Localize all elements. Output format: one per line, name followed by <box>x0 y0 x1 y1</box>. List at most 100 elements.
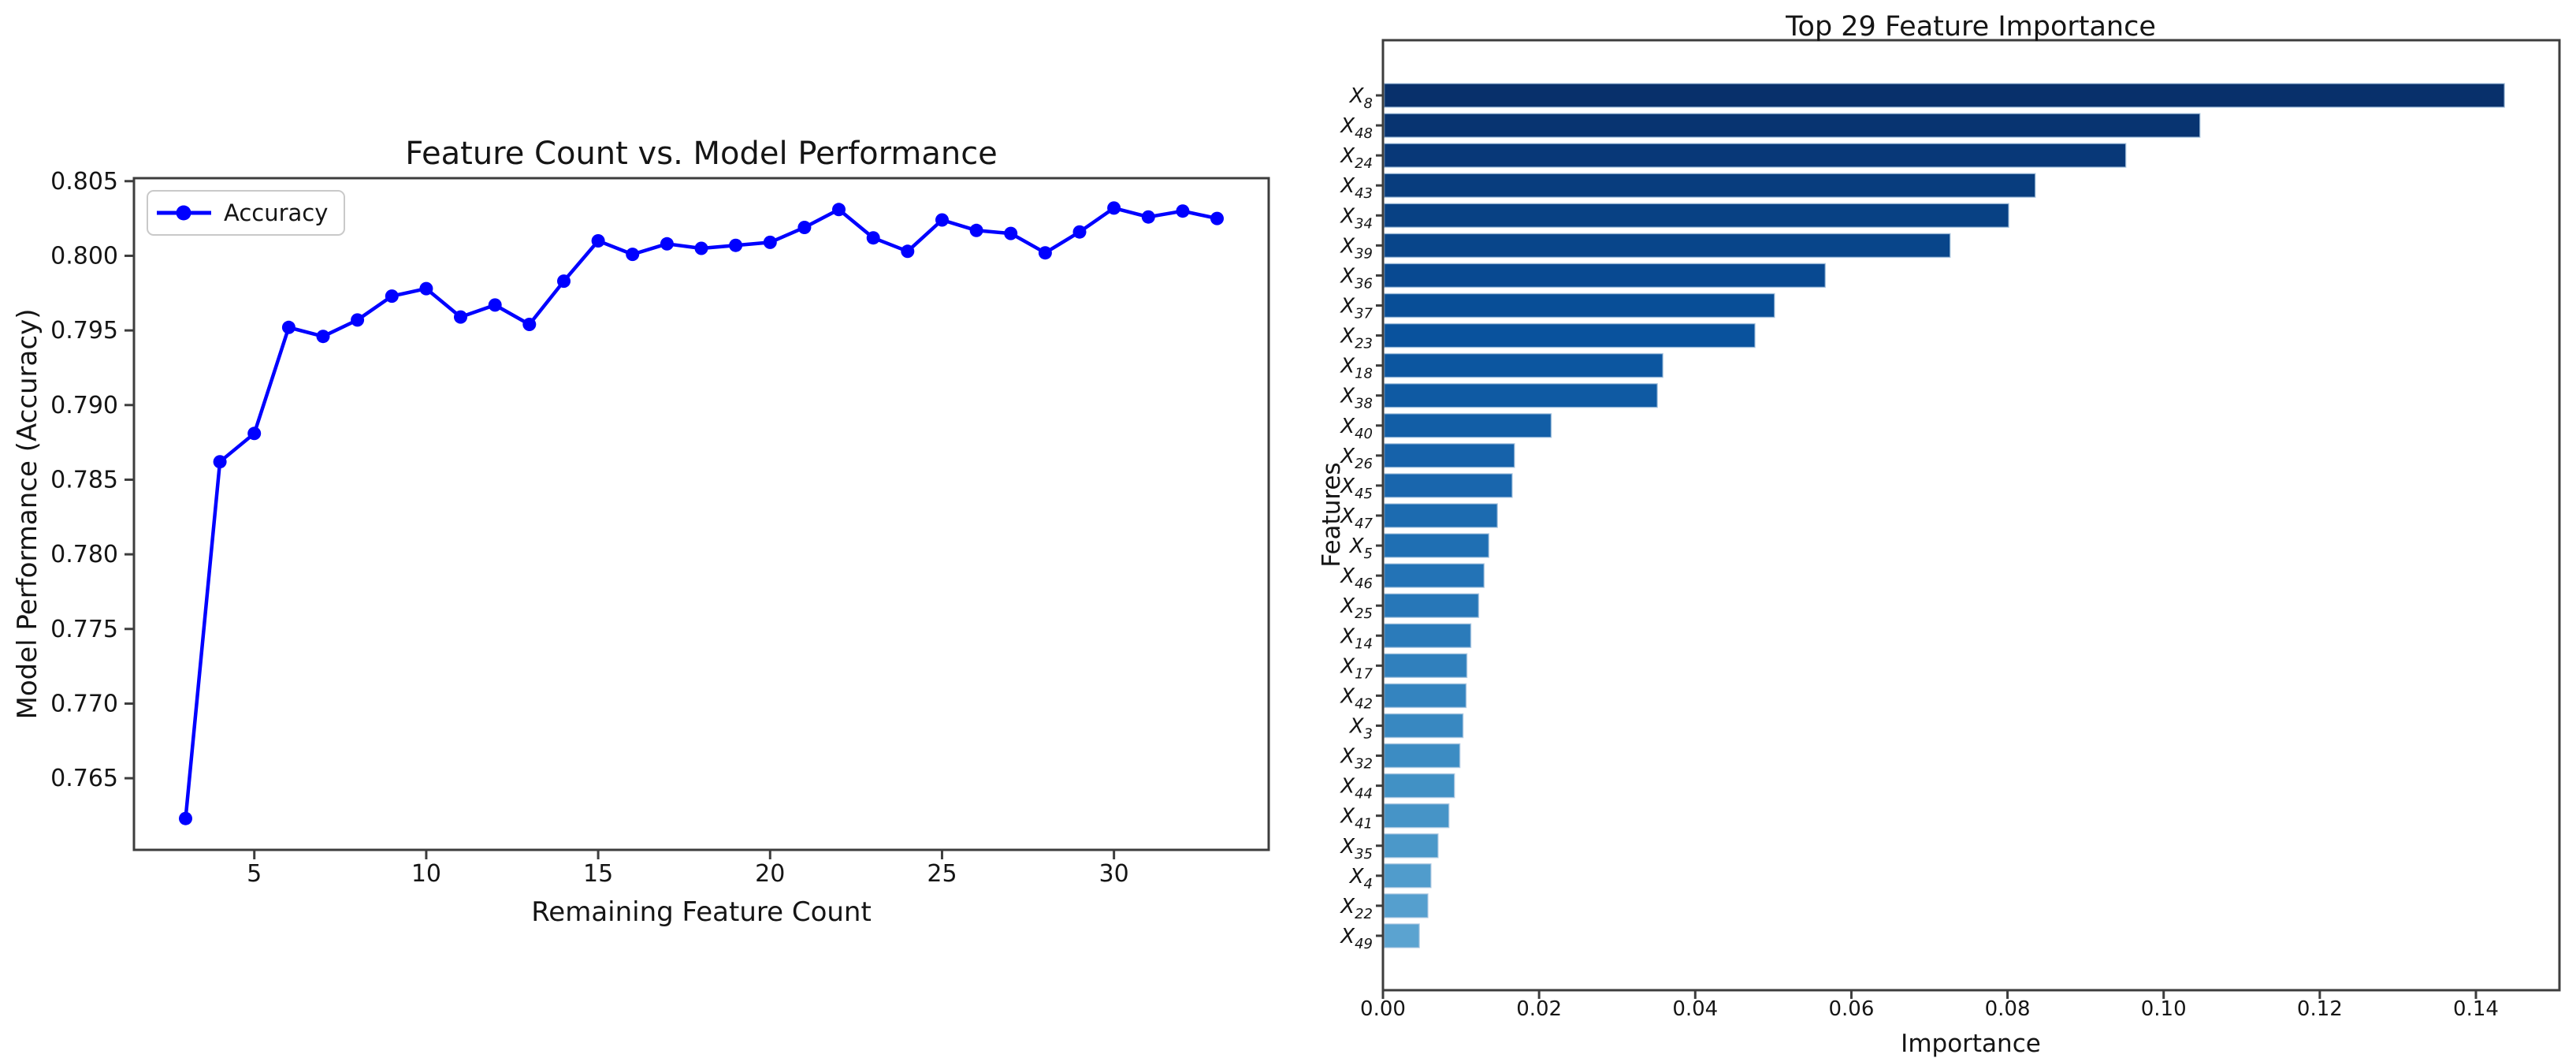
accuracy-point <box>660 237 674 251</box>
importance-bar <box>1383 503 1498 528</box>
feature-tick-label: X23 <box>1339 325 1373 352</box>
y-tick-label: 0.795 <box>50 317 118 345</box>
importance-bar <box>1383 113 2201 138</box>
accuracy-point <box>1072 225 1087 239</box>
x-tick-label: 0.12 <box>2297 997 2343 1021</box>
feature-tick-label: X18 <box>1339 355 1373 382</box>
importance-bar <box>1383 833 1439 859</box>
importance-bar <box>1383 203 2009 229</box>
importance-bar <box>1383 413 1552 438</box>
accuracy-point <box>1176 204 1190 218</box>
importance-bar <box>1383 352 1663 378</box>
importance-bar <box>1383 773 1455 799</box>
line-chart-figure: 5 10 15 20 25 30 0.765 0.770 0.775 0.780 0.785 0.79… <box>12 136 1270 928</box>
accuracy-point <box>901 244 915 259</box>
bar-chart-xaxis-label: Importance <box>1901 1030 2041 1058</box>
accuracy-point <box>213 455 227 469</box>
importance-bar <box>1383 83 2505 108</box>
x-tick-label: 0.00 <box>1360 997 1406 1021</box>
importance-bar <box>1383 292 1775 319</box>
accuracy-point <box>1210 211 1224 225</box>
x-tick-label: 0.08 <box>1985 997 2031 1021</box>
accuracy-point <box>591 234 605 248</box>
feature-tick-label: X24 <box>1339 144 1373 172</box>
line-chart-xaxis-label: Remaining Feature Count <box>531 896 872 928</box>
accuracy-point <box>1004 226 1018 240</box>
importance-bar <box>1383 563 1485 588</box>
x-tick-label: 0.06 <box>1828 997 1874 1021</box>
importance-bar <box>1383 683 1467 709</box>
x-tick-label: 0.04 <box>1672 997 1718 1021</box>
bar-chart-title: Top 29 Feature Importance <box>1785 11 2156 43</box>
feature-tick-label: X32 <box>1339 745 1373 773</box>
bar-chart-axes-box <box>1381 39 2561 992</box>
importance-bar <box>1383 533 1490 558</box>
line-chart-yaxis-label: Model Performance (Accuracy) <box>12 309 43 720</box>
accuracy-point <box>351 313 365 327</box>
importance-bar <box>1383 322 1756 348</box>
y-tick-label: 0.775 <box>50 616 118 643</box>
y-tick-label: 0.785 <box>50 466 118 494</box>
feature-tick-label: X42 <box>1339 684 1373 712</box>
x-tick-label: 30 <box>1099 860 1129 888</box>
y-tick-label: 0.765 <box>50 765 118 792</box>
x-tick-label: 15 <box>583 860 613 888</box>
legend: Accuracy <box>147 190 345 236</box>
importance-bar <box>1383 923 1420 948</box>
importance-bar <box>1383 593 1480 618</box>
feature-tick-label: X8 <box>1348 84 1373 112</box>
feature-tick-label: X22 <box>1339 895 1373 922</box>
x-tick-label: 25 <box>927 860 957 888</box>
feature-tick-label: X14 <box>1339 624 1373 652</box>
feature-tick-label: X40 <box>1339 415 1373 442</box>
bar-chart-yaxis-label: Features <box>1318 462 1346 567</box>
legend-label: Accuracy <box>224 199 328 226</box>
legend-box <box>147 190 345 236</box>
x-tick-label: 5 <box>247 860 262 888</box>
legend-marker-icon <box>176 205 191 221</box>
importance-bar <box>1383 803 1450 829</box>
y-tick-label: 0.790 <box>50 392 118 419</box>
importance-bar <box>1383 713 1464 739</box>
feature-tick-label: X5 <box>1348 535 1373 562</box>
accuracy-point <box>488 298 502 312</box>
accuracy-point <box>385 289 399 304</box>
accuracy-point <box>866 231 880 245</box>
accuracy-point <box>454 310 467 324</box>
accuracy-point <box>179 811 192 825</box>
bar-chart-figure: 0.00 0.02 0.04 0.06 0.08 0.10 0.12 0.14 X8X48X24… <box>1318 11 2561 1058</box>
feature-tick-label: X43 <box>1339 174 1373 202</box>
accuracy-point <box>281 320 296 334</box>
feature-tick-label: X49 <box>1339 925 1373 952</box>
importance-bar <box>1383 233 1951 259</box>
accuracy-point <box>763 235 777 249</box>
feature-tick-label: X35 <box>1339 835 1373 862</box>
y-tick-label: 0.800 <box>50 242 118 270</box>
importance-bar <box>1383 623 1472 649</box>
accuracy-line <box>184 206 1217 819</box>
accuracy-point <box>729 238 743 252</box>
feature-tick-label: X41 <box>1339 805 1373 833</box>
feature-tick-label: X48 <box>1339 114 1373 142</box>
importance-bar <box>1383 173 2036 198</box>
accuracy-point <box>1141 210 1155 224</box>
x-tick-label: 10 <box>411 860 441 888</box>
feature-tick-label: X37 <box>1339 294 1373 322</box>
importance-bar <box>1383 893 1429 918</box>
feature-tick-label: X38 <box>1339 385 1373 412</box>
importance-bar <box>1383 263 1827 289</box>
importance-bar <box>1383 473 1513 498</box>
line-chart-title: Feature Count vs. Model Performance <box>405 136 998 172</box>
line-chart-plot-content: 5 10 15 20 25 30 0.765 0.770 0.775 0.780 0.785 0.79… <box>50 168 1224 888</box>
accuracy-point <box>832 203 846 217</box>
x-tick-label: 0.10 <box>2141 997 2187 1021</box>
feature-tick-label: X17 <box>1339 654 1373 682</box>
accuracy-point <box>557 274 571 289</box>
accuracy-point <box>969 223 983 237</box>
accuracy-point <box>935 213 949 227</box>
y-tick-label: 0.805 <box>50 168 118 196</box>
accuracy-point <box>797 221 812 234</box>
accuracy-point <box>1107 201 1121 215</box>
x-tick-label: 0.02 <box>1516 997 1562 1021</box>
accuracy-point <box>626 248 640 262</box>
